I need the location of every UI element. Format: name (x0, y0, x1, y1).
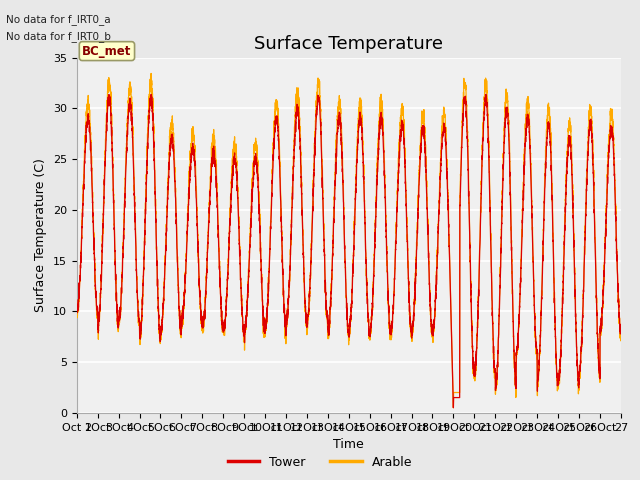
Tower (97, 278, 105, 284)
Arable (477, 195, 484, 201)
Arable (147, 71, 155, 76)
Text: No data for f_IRT0_b: No data for f_IRT0_b (6, 31, 111, 42)
Tower (607, 123, 614, 129)
Arable (607, 109, 614, 115)
Arable (97, 279, 105, 285)
Legend: Tower, Arable: Tower, Arable (223, 451, 417, 474)
Arable (617, 326, 625, 332)
Arable (97, 297, 104, 302)
Text: No data for f_IRT0_a: No data for f_IRT0_a (6, 14, 111, 25)
Title: Surface Temperature: Surface Temperature (254, 35, 444, 53)
Line: Arable: Arable (77, 73, 621, 408)
Tower (447, 307, 454, 313)
Tower (284, 311, 291, 316)
Y-axis label: Surface Temperature (C): Surface Temperature (C) (35, 158, 47, 312)
Tower (482, 92, 490, 97)
Tower (617, 327, 625, 333)
Tower (449, 405, 457, 410)
Text: BC_met: BC_met (82, 45, 132, 58)
Arable (73, 312, 81, 318)
Tower (73, 309, 81, 315)
Arable (284, 316, 291, 322)
Tower (97, 296, 104, 301)
Line: Tower: Tower (77, 95, 621, 408)
Tower (477, 214, 484, 220)
Arable (447, 309, 455, 315)
Arable (449, 405, 457, 410)
X-axis label: Time: Time (333, 438, 364, 451)
